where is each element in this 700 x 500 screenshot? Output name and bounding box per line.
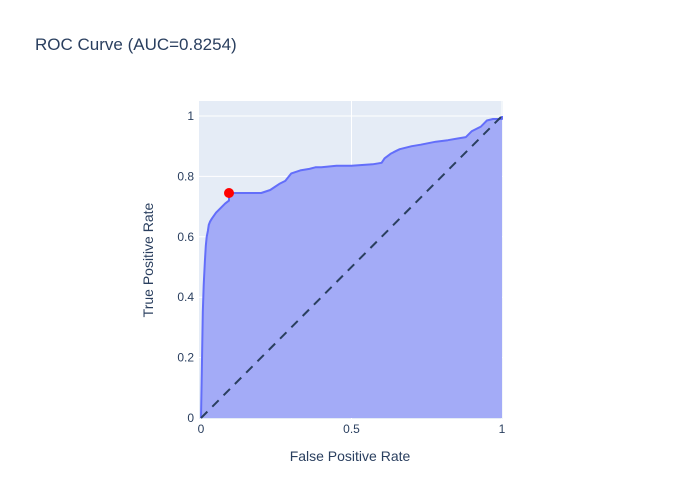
x-tick-label: 0 — [198, 422, 205, 436]
y-tick-label: 0.8 — [177, 169, 194, 183]
y-axis-ticks: 0 0.2 0.4 0.6 0.8 1 — [177, 109, 194, 425]
y-axis-title: True Positive Rate — [140, 202, 156, 317]
x-tick-label: 1 — [499, 422, 506, 436]
y-tick-label: 0.2 — [177, 351, 194, 365]
chance-diagonal-line — [200, 115, 503, 419]
y-tick-label: 0.6 — [177, 230, 194, 244]
roc-curve-line — [200, 116, 503, 419]
x-tick-label: 0.5 — [343, 422, 360, 436]
x-axis-title: False Positive Rate — [290, 448, 411, 464]
y-tick-label: 0.4 — [177, 290, 194, 304]
y-tick-label: 0 — [187, 411, 194, 425]
optimal-threshold-point — [223, 188, 234, 199]
chart-title: ROC Curve (AUC=0.8254) — [35, 35, 237, 54]
x-axis-ticks: 0 0.5 1 — [198, 422, 506, 436]
y-tick-label: 1 — [187, 109, 194, 123]
